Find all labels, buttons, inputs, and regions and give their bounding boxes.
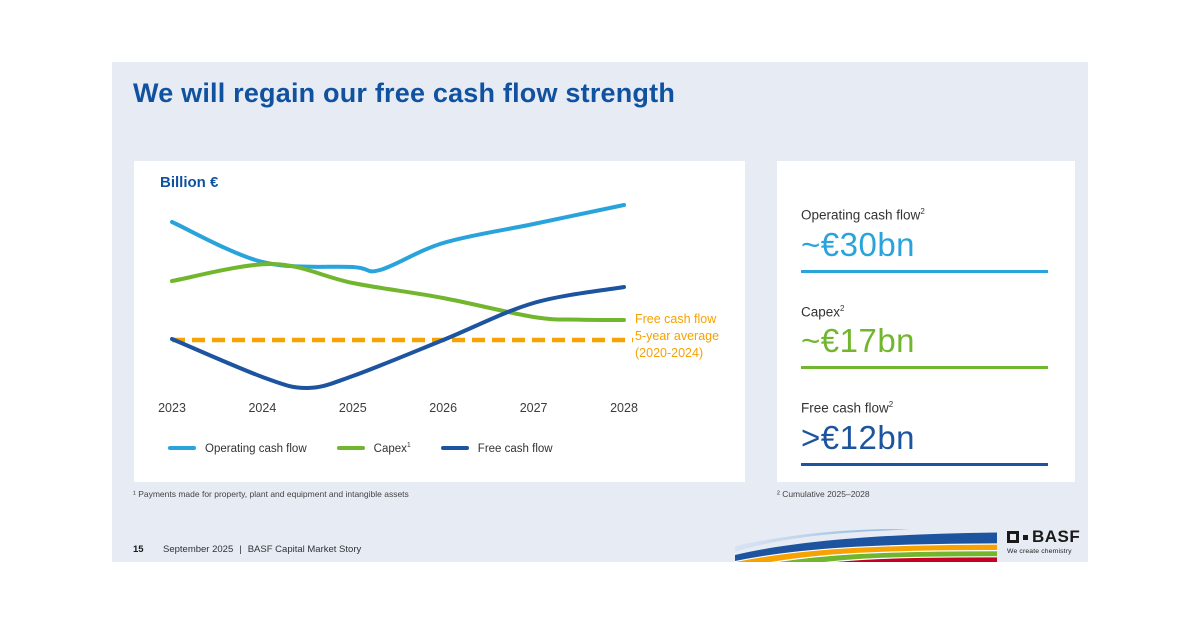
operating-cash-flow-swatch-icon bbox=[168, 446, 196, 451]
annotation-line-2: 5-year average bbox=[635, 329, 720, 343]
chart-legend: Operating cash flow Capex1 Free cash flo… bbox=[168, 442, 553, 455]
legend-label-operating-cash-flow: Operating cash flow bbox=[205, 442, 307, 455]
x-tick-label: 2028 bbox=[610, 401, 638, 415]
chart-unit-label: Billion € bbox=[160, 174, 219, 191]
chart-card: Billion € 2023 2024 2025 2026 2027 2028 Free … bbox=[134, 161, 745, 482]
metric-rule-capex bbox=[801, 366, 1048, 369]
slide-title: We will regain our free cash flow streng… bbox=[133, 78, 676, 108]
legend-item-operating-cash-flow: Operating cash flow bbox=[168, 442, 307, 455]
footer-date: September 2025 bbox=[163, 544, 234, 555]
brand-swoosh-graphic bbox=[735, 529, 998, 562]
annotation-line-1: Free cash flow bbox=[635, 312, 717, 326]
metric-value-free-cash-flow: >€12bn bbox=[801, 418, 916, 456]
cash-flow-line-chart: 2023 2024 2025 2026 2027 2028 bbox=[158, 203, 638, 415]
x-tick-label: 2027 bbox=[520, 401, 548, 415]
annotation-line-3: (2020-2024) bbox=[635, 346, 704, 360]
legend-label-free-cash-flow: Free cash flow bbox=[477, 442, 553, 455]
basf-logo-tagline: We create chemistry bbox=[1007, 548, 1072, 555]
metric-rule-operating-cash-flow bbox=[801, 269, 1048, 273]
legend-item-free-cash-flow: Free cash flow bbox=[440, 442, 553, 455]
x-tick-label: 2025 bbox=[339, 401, 367, 415]
metric-rule-free-cash-flow bbox=[801, 462, 1048, 466]
metric-operating-cash-flow: Operating cash flow2 ~€30bn bbox=[801, 207, 1048, 273]
capex-swatch-icon bbox=[336, 446, 365, 451]
basf-logo: BASF We create chemistry bbox=[1007, 527, 1088, 555]
metrics-list: Operating cash flow2 ~€30bn Capex2 ~€17b… bbox=[801, 207, 1048, 497]
legend-item-capex: Capex1 bbox=[336, 442, 411, 455]
reference-line-annotation: Free cash flow 5-year average (2020-2024… bbox=[635, 311, 743, 362]
chart-line-capex bbox=[170, 261, 626, 322]
page-number: 15 bbox=[133, 544, 144, 555]
footer-deck-title: BASF Capital Market Story bbox=[247, 544, 362, 555]
x-tick-label: 2024 bbox=[248, 401, 276, 415]
footnote-capex-definition: ¹ Payments made for property, plant and … bbox=[133, 489, 409, 499]
footer-separator: | bbox=[239, 544, 242, 555]
free-cash-flow-swatch-icon bbox=[440, 446, 469, 451]
chart-line-operating-cash-flow bbox=[170, 203, 626, 274]
x-tick-label: 2023 bbox=[158, 401, 186, 415]
x-tick-label: 2026 bbox=[429, 401, 457, 415]
footnote-cumulative-period: ² Cumulative 2025–2028 bbox=[777, 489, 870, 499]
metric-label-capex: Capex bbox=[801, 304, 841, 319]
metric-value-operating-cash-flow: ~€30bn bbox=[801, 225, 916, 263]
legend-label-capex: Capex bbox=[373, 442, 407, 455]
basf-logo-square-outline-icon bbox=[1007, 531, 1019, 543]
slide-footer: 15 September 2025 | BASF Capital Market … bbox=[133, 544, 361, 555]
metric-label-free-cash-flow: Free cash flow bbox=[801, 400, 889, 416]
basf-logo-square-dot-icon bbox=[1023, 534, 1028, 540]
metrics-card: Operating cash flow2 ~€30bn Capex2 ~€17b… bbox=[777, 161, 1075, 482]
metric-free-cash-flow: Free cash flow2 >€12bn bbox=[801, 400, 1048, 466]
metric-value-capex: ~€17bn bbox=[801, 322, 916, 359]
metric-capex: Capex2 ~€17bn bbox=[801, 304, 1048, 369]
metric-label-operating-cash-flow: Operating cash flow bbox=[801, 207, 921, 223]
basf-logo-wordmark: BASF bbox=[1032, 527, 1081, 546]
chart-line-free-cash-flow bbox=[170, 285, 626, 391]
legend-sup-1: 1 bbox=[406, 442, 411, 449]
slide: We will regain our free cash flow streng… bbox=[112, 62, 1088, 562]
